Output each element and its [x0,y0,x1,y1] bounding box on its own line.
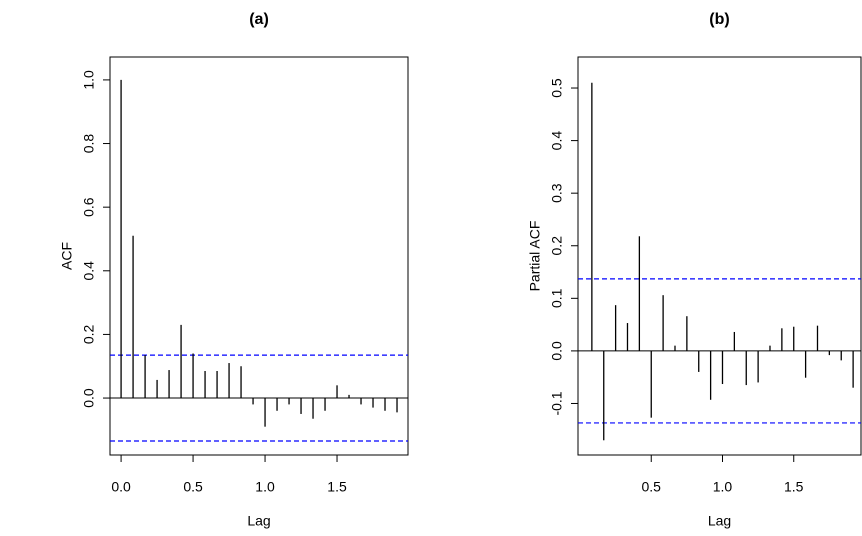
x-tick-label: 1.0 [255,479,275,495]
chart-title: (b) [709,11,729,28]
chart-title: (a) [249,11,269,28]
y-tick-label: 0.2 [81,324,97,344]
plot-frame [109,56,409,456]
x-axis-label: Lag [247,513,270,529]
x-tick-label: 0.0 [111,479,131,495]
y-tick-label: 0.0 [549,341,565,361]
y-tick-label: -0.1 [549,391,565,415]
y-tick-label: 0.8 [81,134,97,154]
y-axis-label: Partial ACF [527,221,543,292]
x-tick-label: 1.5 [327,479,347,495]
y-tick-label: 1.0 [81,70,97,90]
y-tick-label: 0.5 [549,78,565,98]
y-tick-label: 0.6 [81,197,97,217]
y-axis-label: ACF [59,242,75,270]
x-tick-label: 0.5 [183,479,203,495]
x-tick-label: 1.5 [784,479,804,495]
y-tick-label: 0.4 [549,131,565,151]
y-tick-label: 0.0 [81,388,97,408]
y-tick-label: 0.4 [81,261,97,281]
y-tick-label: 0.3 [549,183,565,203]
y-tick-label: 0.1 [549,288,565,308]
y-tick-label: 0.2 [549,236,565,256]
x-tick-label: 1.0 [713,479,733,495]
x-axis-label: Lag [708,513,731,529]
x-tick-label: 0.5 [642,479,662,495]
plot-frame [577,56,862,456]
